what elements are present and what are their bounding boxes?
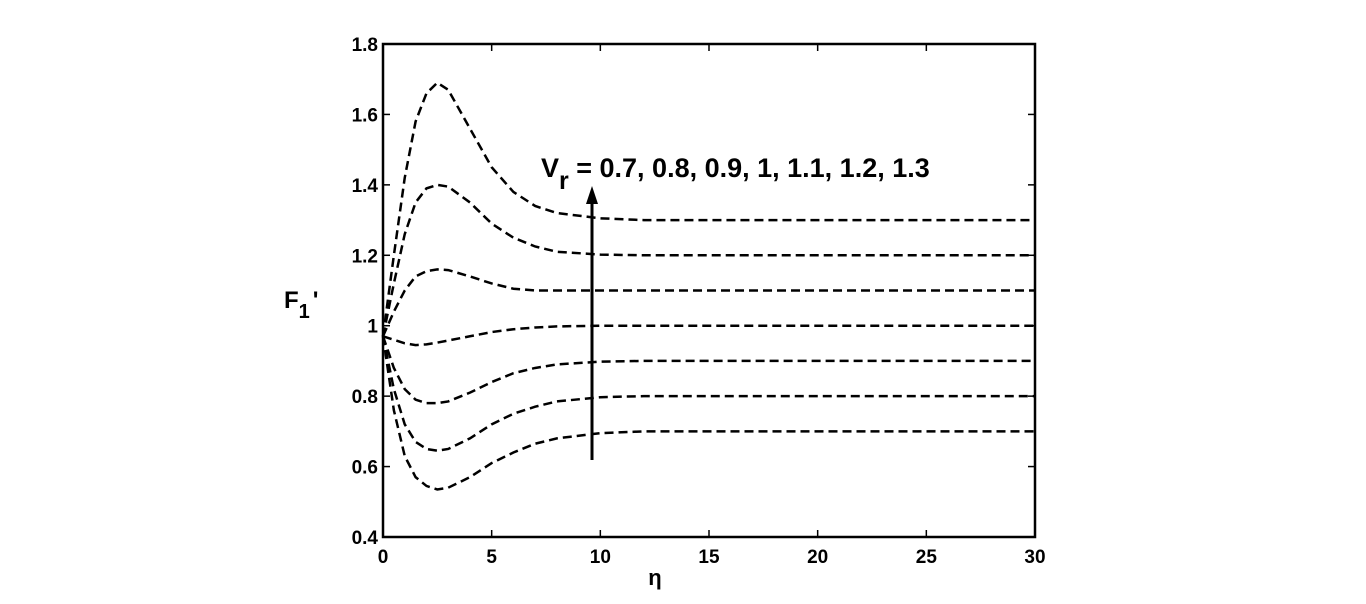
line-series bbox=[382, 324, 1035, 347]
line-series bbox=[381, 183, 1035, 337]
line-series bbox=[381, 336, 1035, 491]
annotation-rest: = 0.7, 0.8, 0.9, 1, 1.1, 1.2, 1.3 bbox=[569, 153, 930, 183]
y-tick-label: 1.6 bbox=[352, 105, 378, 126]
y-label-base: F bbox=[284, 287, 299, 314]
x-tick-label: 30 bbox=[1024, 547, 1045, 568]
line-series bbox=[381, 336, 1035, 452]
y-label-rest: ' bbox=[313, 287, 319, 314]
y-tick-label: 1 bbox=[367, 317, 378, 338]
y-tick-label: 0.4 bbox=[352, 528, 379, 549]
annotation-base: V bbox=[541, 153, 559, 183]
line-series bbox=[381, 268, 1035, 337]
x-axis-label: η bbox=[648, 565, 661, 590]
x-tick-label: 5 bbox=[486, 547, 497, 568]
annotation-sub: r bbox=[559, 167, 569, 195]
y-tick-label: 1.8 bbox=[352, 35, 378, 56]
x-tick-label: 0 bbox=[378, 547, 389, 568]
y-tick-label: 0.8 bbox=[352, 387, 378, 408]
x-tick-label: 15 bbox=[698, 547, 720, 568]
y-tick-label: 0.6 bbox=[352, 458, 378, 479]
annotation: Vr = 0.7, 0.8, 0.9, 1, 1.1, 1.2, 1.3 bbox=[541, 153, 930, 195]
plot-frame bbox=[381, 42, 1037, 539]
line-series bbox=[381, 81, 1035, 337]
x-tick-label: 20 bbox=[807, 547, 828, 568]
y-tick-label: 1.2 bbox=[352, 246, 378, 267]
y-label-sub: 1 bbox=[299, 301, 310, 323]
arrow-head bbox=[586, 186, 598, 204]
y-tick-label: 1.4 bbox=[352, 176, 379, 197]
x-tick-label: 10 bbox=[590, 547, 611, 568]
x-tick-label: 25 bbox=[916, 547, 938, 568]
y-axis-label: F1 ' bbox=[284, 287, 319, 323]
